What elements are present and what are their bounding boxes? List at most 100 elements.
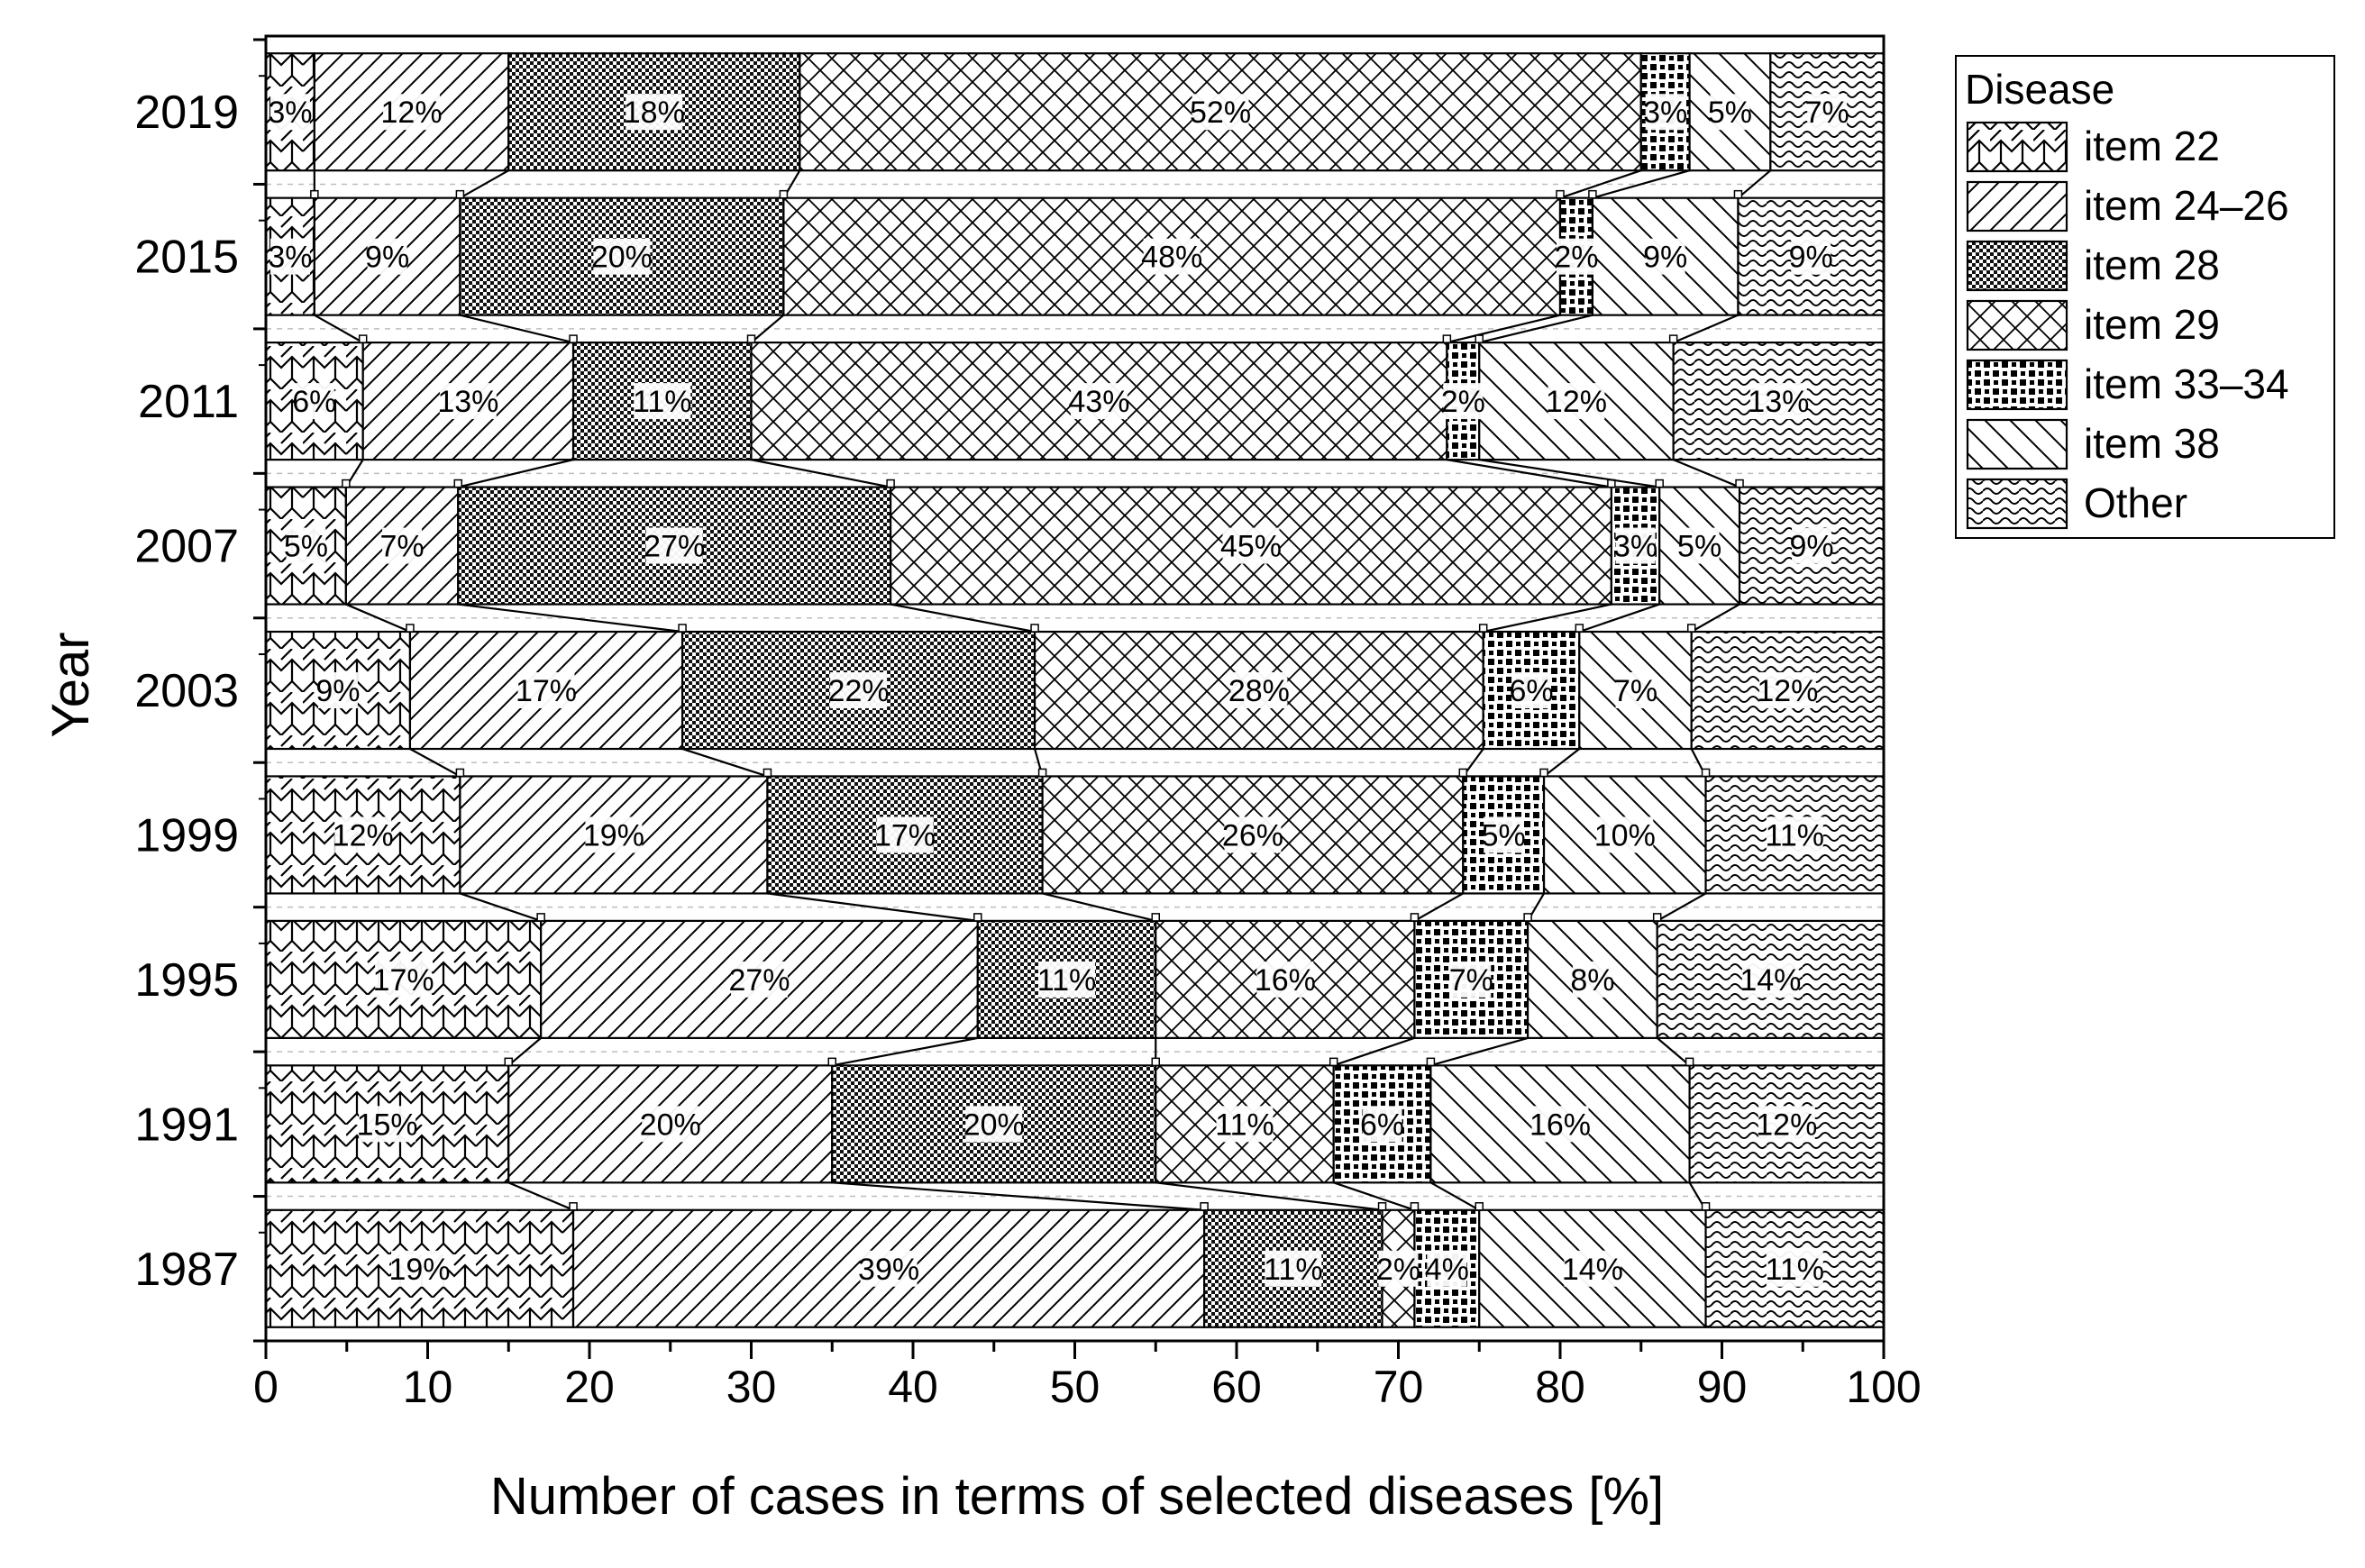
connector-line	[345, 603, 411, 634]
segment-label: 15%	[357, 1108, 418, 1142]
label-bg	[1758, 672, 1816, 708]
label-bg	[1548, 383, 1605, 420]
connector-line	[458, 603, 683, 634]
label-bg	[1791, 238, 1831, 275]
segment-label: 5%	[284, 530, 328, 564]
segment-label: 5%	[1708, 96, 1752, 130]
legend-title: Disease	[1965, 66, 2114, 113]
label-bg	[645, 527, 703, 564]
connector-marker	[1475, 334, 1484, 343]
label-bg	[1531, 1106, 1589, 1143]
segment-label: 12%	[333, 818, 394, 852]
connector-marker	[1701, 768, 1711, 778]
connector-marker	[1410, 913, 1420, 922]
segment-label: 26%	[1222, 818, 1283, 852]
segment-label: 3%	[1613, 530, 1657, 564]
label-bg	[1192, 94, 1249, 131]
segment-label: 17%	[874, 818, 936, 852]
segment-label: 27%	[728, 963, 790, 998]
connector-marker	[762, 768, 772, 778]
connector-marker	[678, 624, 687, 633]
connector-line	[832, 1036, 979, 1067]
label-bg	[1679, 527, 1720, 564]
label-bg	[1230, 672, 1288, 708]
label-bg	[359, 1106, 416, 1143]
legend-entry-label: item 28	[2084, 242, 2220, 288]
segment-label: 9%	[365, 241, 409, 275]
connector-marker	[504, 1057, 513, 1067]
connector-marker	[1668, 334, 1678, 343]
segment-label: 9%	[315, 674, 360, 708]
connector-marker	[1478, 624, 1488, 633]
connector-marker	[1655, 479, 1664, 488]
label-bg	[965, 1106, 1023, 1143]
segment-label: 28%	[1228, 674, 1290, 708]
connector-marker	[1151, 913, 1160, 922]
segment-label: 12%	[381, 96, 443, 130]
label-bg	[1596, 816, 1654, 853]
segment-label: 7%	[1449, 963, 1493, 998]
connector-marker	[1458, 768, 1468, 778]
connector-line	[460, 892, 542, 922]
legend-swatch	[1966, 299, 2068, 351]
connector-line	[681, 747, 768, 778]
label-bg	[830, 672, 888, 708]
label-bg	[317, 672, 358, 708]
connector-line	[1333, 1181, 1415, 1211]
connector-line	[1447, 459, 1612, 488]
segment-label: 8%	[1570, 963, 1614, 998]
connector-line	[1691, 603, 1740, 633]
connector-marker	[1442, 334, 1452, 343]
connector-line	[890, 603, 1036, 634]
connector-marker	[827, 1057, 836, 1067]
connector-line	[1333, 1036, 1415, 1067]
label-bg	[1451, 961, 1492, 998]
x-tick-label: 60	[1211, 1362, 1262, 1412]
segment-label: 9%	[1789, 530, 1833, 564]
y-tick-label: 2019	[134, 87, 239, 139]
legend-swatch	[1966, 478, 2068, 530]
connector-marker	[1588, 189, 1597, 199]
legend: Disease item 22 item 24–26 item 28 item 29 i…	[1955, 55, 2335, 539]
label-bg	[1038, 961, 1096, 998]
connector-marker	[1410, 1202, 1420, 1211]
connector-line	[1478, 314, 1593, 344]
legend-entry-label: item 38	[2084, 420, 2220, 467]
connector-line	[409, 748, 461, 778]
connector-marker	[569, 1202, 578, 1211]
segment-label: 20%	[591, 241, 653, 275]
segment-label: 2%	[1376, 1253, 1420, 1287]
label-bg	[585, 816, 643, 853]
segment-label: 6%	[1509, 674, 1553, 708]
legend-entry-label: item 24–26	[2084, 182, 2289, 229]
x-tick-label: 100	[1846, 1362, 1921, 1412]
legend-swatch	[1966, 240, 2068, 292]
connector-marker	[1733, 189, 1743, 199]
segment-label: 20%	[963, 1108, 1025, 1142]
connector-marker	[1037, 768, 1047, 778]
x-tick-label: 20	[564, 1362, 615, 1412]
segment-label: 14%	[1740, 963, 1801, 998]
label-bg	[1749, 383, 1807, 420]
connector-marker	[569, 334, 578, 343]
y-tick-label: 2015	[134, 232, 239, 284]
label-bg	[1572, 961, 1612, 998]
segment-label: 12%	[1756, 1108, 1817, 1142]
segment-label: 4%	[1425, 1253, 1469, 1287]
connector-marker	[1377, 1202, 1387, 1211]
connector-marker	[455, 768, 465, 778]
connector-marker	[1701, 1202, 1711, 1211]
label-bg	[1766, 1250, 1823, 1287]
label-bg	[1224, 816, 1282, 853]
connector-line	[314, 314, 364, 344]
connector-line	[1578, 603, 1660, 634]
connector-marker	[1200, 1202, 1209, 1211]
connector-marker	[310, 189, 319, 199]
connector-marker	[1686, 624, 1696, 633]
segment-label: 5%	[1482, 818, 1526, 852]
segment-label: 5%	[1677, 530, 1721, 564]
connector-lines	[310, 169, 1772, 1211]
segment-label: 18%	[624, 96, 685, 130]
legend-entry-label: item 22	[2084, 123, 2220, 169]
